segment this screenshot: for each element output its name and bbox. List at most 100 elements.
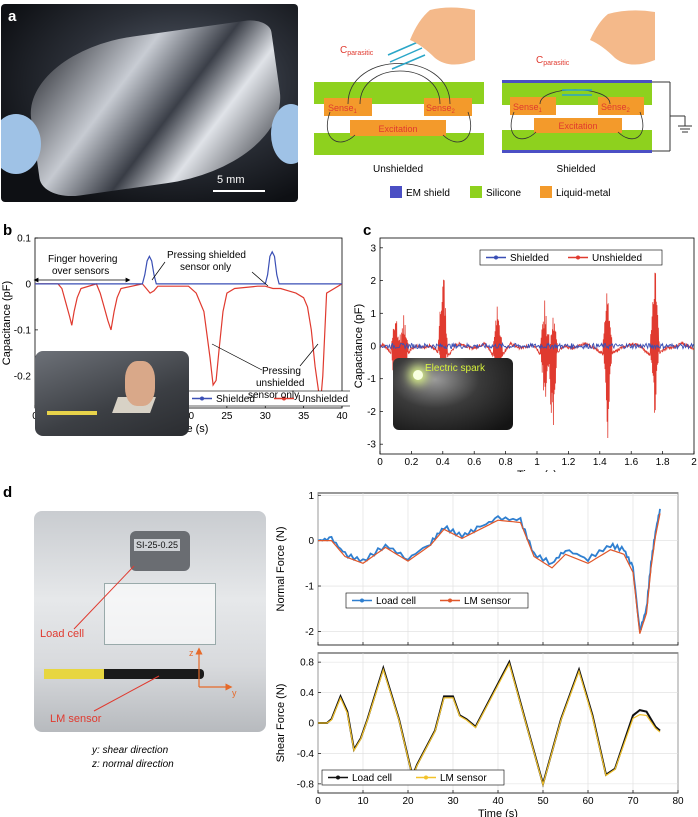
c-ytick-label: -2 bbox=[367, 407, 376, 418]
legend-marker-0 bbox=[494, 255, 498, 260]
svg-text:Sense2: Sense2 bbox=[426, 103, 456, 115]
c-xtick-label: 2 bbox=[691, 457, 697, 468]
legend-swatch-liquid-metal bbox=[540, 186, 552, 198]
d-shear-xtick-label: 30 bbox=[447, 796, 459, 807]
c-xtick-label: 1.2 bbox=[561, 457, 575, 468]
b-ytick-label: 0.1 bbox=[17, 234, 31, 245]
d-shear-xtick-label: 50 bbox=[537, 796, 549, 807]
legend-label-0: Load cell bbox=[376, 596, 416, 607]
d-shear-xtick-label: 70 bbox=[627, 796, 639, 807]
legend-swatch-silicone bbox=[470, 186, 482, 198]
b-ytick-label: -0.1 bbox=[14, 325, 32, 336]
d-normal-ytick-label: 0 bbox=[308, 536, 314, 547]
panel-label-a: a bbox=[8, 8, 17, 25]
d-shear-xtick-label: 40 bbox=[492, 796, 504, 807]
ds-series-lm-sensor bbox=[318, 662, 661, 787]
b-annotation-unshielded: Pressing unshielded sensor only bbox=[211, 343, 319, 401]
c-series-unshielded bbox=[379, 272, 695, 439]
b-annotation-hover: Finger hovering over sensors bbox=[33, 254, 131, 283]
c-xtick-label: 1.8 bbox=[656, 457, 670, 468]
load-cell-body bbox=[130, 531, 190, 571]
legend-label-1: LM sensor bbox=[440, 773, 487, 784]
d-shear-ytick-label: -0.4 bbox=[297, 749, 315, 760]
c-series-shielded bbox=[379, 341, 695, 351]
acrylic-block bbox=[104, 583, 216, 645]
b-annotation-unshielded-line2: unshielded bbox=[256, 378, 304, 389]
legend-marker-1 bbox=[424, 775, 428, 780]
c-ytick-label: 3 bbox=[370, 243, 376, 254]
legend-label-1: Unshielded bbox=[298, 394, 348, 405]
legend-label-0: Shielded bbox=[216, 394, 255, 405]
unshielded-caption: Unshielded bbox=[373, 164, 423, 175]
material-legend: EM shield Silicone Liquid-metal bbox=[390, 186, 610, 199]
b-annotation-unshielded-line1: Pressing bbox=[262, 366, 301, 377]
legend-label-0: Shielded bbox=[510, 253, 549, 264]
svg-text:Sense1: Sense1 bbox=[513, 102, 543, 114]
sense2-left bbox=[424, 98, 472, 116]
d-shear-ytick-label: 0.8 bbox=[300, 658, 314, 669]
svg-text:Silicone: Silicone bbox=[486, 188, 521, 199]
svg-text:y: y bbox=[232, 688, 237, 698]
glove-left bbox=[1, 114, 41, 174]
legend-marker-1 bbox=[576, 255, 580, 260]
c-ytick-label: 0 bbox=[370, 342, 376, 353]
c-xtick-label: 0 bbox=[377, 457, 383, 468]
c-xtick-label: 1.4 bbox=[593, 457, 607, 468]
load-cell-label: Load cell bbox=[40, 628, 85, 640]
finger-right bbox=[590, 10, 655, 65]
legend-swatch-em-shield bbox=[390, 186, 402, 198]
inset-finger bbox=[125, 361, 155, 406]
unshielded-diagram: Cparasitic Sense1 Sense2 Excitation Unsh… bbox=[314, 7, 484, 175]
d-shear-ytick-label: -0.8 bbox=[297, 779, 315, 790]
photo-pointers: z y bbox=[73, 565, 237, 712]
b-ytick-label: -0.2 bbox=[14, 371, 32, 382]
chart-d-shear: 0 10 20 30 40 50 60 70 80 0.8 0.4 0 -0.4 -0.8 Time (s)… bbox=[275, 652, 684, 817]
legend-label-0: Load cell bbox=[352, 773, 392, 784]
shielding-diagram: Cparasitic Sense1 Sense2 Excitation Unsh… bbox=[314, 7, 692, 199]
panel-label-d: d bbox=[3, 484, 13, 501]
chart-c: 0 0.2 0.4 0.6 0.8 1 1.2 1.4 1.6 1.8 2 3 2 1 0 -1 -2 -3 Tim… bbox=[353, 237, 697, 472]
d-shear-xtick-label: 80 bbox=[672, 796, 684, 807]
stretched-sensor-photo: 5 mm bbox=[1, 4, 298, 202]
b-annotation-shielded-line1: Pressing shielded bbox=[167, 250, 246, 261]
c-ytick-label: -1 bbox=[367, 374, 376, 385]
b-ylabel: Capacitance (pF) bbox=[1, 281, 13, 365]
svg-text:Excitation: Excitation bbox=[378, 124, 417, 134]
b-annotation-shielded-line2: sensor only bbox=[180, 262, 231, 273]
shielded-diagram: Cparasitic Sense1 Sense2 Excitation Shie… bbox=[502, 10, 692, 175]
d-normal-ytick-label: -1 bbox=[305, 582, 314, 593]
d-shear-ytick-label: 0.4 bbox=[300, 688, 314, 699]
spark-glow bbox=[413, 370, 423, 380]
stretched-film bbox=[21, 17, 291, 201]
c-xtick-label: 1 bbox=[534, 457, 540, 468]
b-series-shielded bbox=[35, 250, 342, 285]
electric-spark-inset-photo: Electric spark bbox=[393, 358, 513, 430]
dn-series-lm-sensor bbox=[318, 513, 661, 634]
d-shear-xtick-label: 60 bbox=[582, 796, 594, 807]
shielded-caption: Shielded bbox=[557, 164, 596, 175]
caption-y: y: shear direction bbox=[92, 745, 169, 756]
c-parasitic-left: Cparasitic bbox=[340, 45, 374, 57]
svg-text:Cparasitic: Cparasitic bbox=[536, 55, 570, 67]
d-shear-ylabel: Shear Force (N) bbox=[275, 684, 287, 763]
d-normal-ytick-label: 1 bbox=[308, 491, 314, 502]
ds-legend: Load cell LM sensor bbox=[321, 769, 505, 786]
legend-label-1: Unshielded bbox=[592, 253, 642, 264]
legend-marker-0 bbox=[200, 396, 204, 401]
dn-legend: Load cell LM sensor bbox=[345, 592, 529, 609]
lm-sensor-strip bbox=[44, 669, 204, 679]
legend-marker-1 bbox=[282, 396, 286, 401]
excitation-left bbox=[350, 120, 446, 136]
legend-label-1: LM sensor bbox=[464, 596, 511, 607]
b-ytick-label: 0 bbox=[25, 279, 31, 290]
legend-marker-1 bbox=[448, 598, 452, 603]
load-cell-setup-photo: SI-25-0.25 bbox=[34, 511, 266, 732]
c-ytick-label: 1 bbox=[370, 309, 376, 320]
svg-text:Liquid-metal: Liquid-metal bbox=[556, 188, 610, 199]
b-annotation-unshielded-line3: sensor only bbox=[248, 390, 299, 401]
svg-text:z: z bbox=[189, 648, 194, 658]
b-annotation-hover-line1: Finger hovering bbox=[48, 254, 117, 265]
panel-label-b: b bbox=[3, 222, 13, 239]
c-xtick-label: 0.4 bbox=[436, 457, 450, 468]
svg-text:Sense2: Sense2 bbox=[601, 102, 631, 114]
